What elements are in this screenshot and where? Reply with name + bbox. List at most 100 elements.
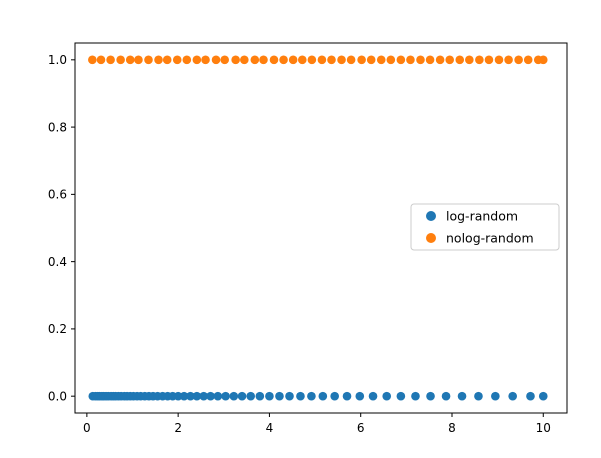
legend: log-random nolog-random — [410, 203, 560, 251]
data-point — [386, 55, 396, 65]
data-point — [246, 391, 256, 401]
data-point — [318, 391, 328, 401]
data-point — [96, 55, 106, 65]
data-point — [182, 55, 192, 65]
x-tick-label: 8 — [448, 421, 456, 435]
y-tick-label: 0.6 — [48, 188, 67, 202]
data-point — [116, 55, 125, 65]
data-point — [229, 391, 239, 401]
data-point — [508, 391, 517, 401]
y-tick-label: 0.2 — [48, 322, 67, 336]
data-point — [330, 391, 339, 401]
data-point — [337, 55, 346, 65]
series-log-random — [88, 391, 548, 401]
data-point — [106, 55, 115, 65]
data-point — [154, 55, 163, 65]
legend-label-log-random: log-random — [446, 209, 518, 224]
data-point — [494, 55, 504, 65]
axes-frame — [74, 42, 568, 414]
data-point — [307, 391, 316, 401]
data-point — [455, 55, 465, 65]
data-point — [192, 391, 202, 401]
data-point — [250, 55, 260, 65]
data-point — [173, 391, 183, 401]
x-tick-label: 2 — [174, 421, 182, 435]
y-tick-label: 0.0 — [48, 389, 67, 403]
data-point — [307, 55, 317, 65]
legend-marker-nolog-random — [426, 233, 436, 243]
data-point — [368, 391, 378, 401]
data-point — [125, 55, 135, 65]
data-point — [474, 391, 483, 401]
data-point — [346, 55, 356, 65]
data-point — [376, 55, 386, 65]
data-point — [538, 391, 548, 401]
data-point — [285, 391, 294, 401]
data-point — [211, 55, 221, 65]
data-point — [327, 55, 336, 65]
series-nolog-random — [88, 55, 548, 65]
data-point — [416, 55, 425, 65]
data-point — [179, 391, 189, 401]
data-point — [514, 55, 523, 65]
data-point — [201, 55, 210, 65]
data-point — [526, 391, 535, 401]
data-point — [342, 391, 352, 401]
data-point — [259, 55, 268, 65]
data-point — [213, 391, 223, 401]
legend-box — [410, 203, 560, 251]
legend-marker-log-random — [426, 211, 436, 221]
data-point — [134, 55, 143, 65]
data-point — [411, 391, 420, 401]
data-point — [144, 55, 153, 65]
data-point — [220, 55, 229, 65]
data-point — [231, 55, 240, 65]
y-axis: 0.0 0.2 0.4 0.6 0.8 1.0 — [48, 53, 75, 403]
data-point — [406, 55, 415, 65]
data-point — [396, 391, 406, 401]
data-point — [88, 55, 97, 65]
y-tick-label: 0.4 — [48, 255, 67, 269]
data-point — [425, 55, 435, 65]
data-point — [199, 391, 209, 401]
data-point — [355, 391, 365, 401]
data-points — [88, 55, 548, 401]
data-point — [162, 55, 172, 65]
data-point — [206, 391, 215, 401]
data-point — [465, 55, 474, 65]
data-point — [445, 55, 455, 65]
data-point — [317, 55, 327, 65]
data-point — [240, 55, 249, 65]
data-point — [426, 391, 435, 401]
data-point — [265, 391, 274, 401]
data-point — [504, 55, 513, 65]
data-point — [186, 391, 195, 401]
x-tick-label: 6 — [357, 421, 365, 435]
data-point — [279, 55, 288, 65]
x-tick-label: 0 — [83, 421, 91, 435]
data-point — [457, 391, 467, 401]
data-point — [382, 391, 392, 401]
x-axis: 0 2 4 6 8 10 — [83, 413, 551, 435]
data-point — [435, 55, 445, 65]
data-point — [491, 391, 500, 401]
data-point — [475, 55, 484, 65]
data-point — [523, 55, 533, 65]
x-tick-label: 10 — [536, 421, 551, 435]
data-point — [366, 55, 376, 65]
data-point — [288, 55, 298, 65]
data-point — [255, 391, 265, 401]
data-point — [172, 55, 182, 65]
data-point — [484, 55, 494, 65]
data-point — [296, 391, 305, 401]
data-point — [357, 55, 366, 65]
x-tick-label: 4 — [266, 421, 274, 435]
data-point — [275, 391, 284, 401]
y-tick-label: 0.8 — [48, 120, 67, 134]
data-point — [441, 391, 451, 401]
y-tick-label: 1.0 — [48, 53, 67, 67]
data-point — [237, 391, 247, 401]
data-point — [221, 391, 230, 401]
